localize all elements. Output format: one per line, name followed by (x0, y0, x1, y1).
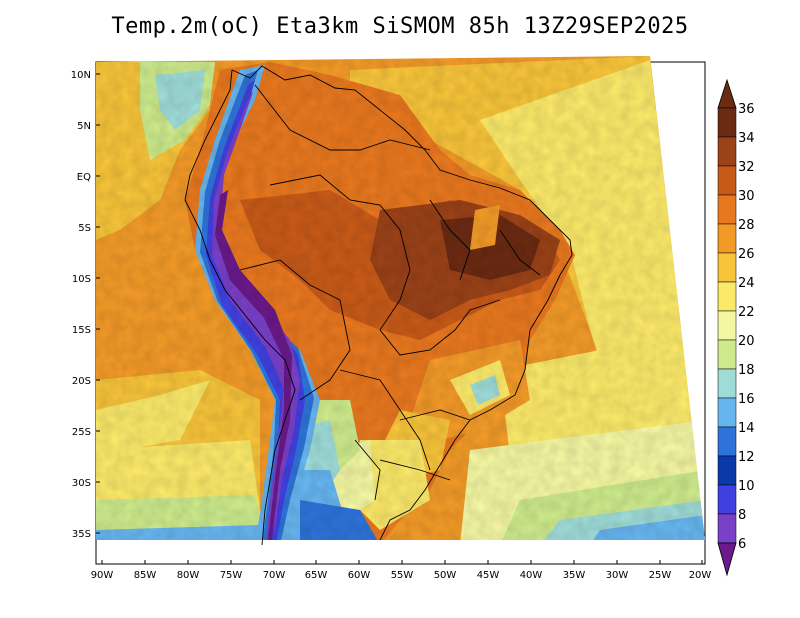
lon-label: 75W (220, 570, 243, 581)
colorbar-swatch (717, 426, 737, 457)
colorbar-swatch (717, 339, 737, 370)
lat-label: 5S (78, 223, 91, 234)
colorbar-swatch (717, 397, 737, 428)
lat-label: 30S (72, 478, 91, 489)
colorbar-swatch (717, 310, 737, 341)
lat-label: 10S (72, 274, 91, 285)
lon-label: 35W (563, 570, 586, 581)
colorbar-label: 32 (738, 160, 755, 175)
colorbar-swatch (717, 223, 737, 254)
lon-label: 25W (649, 570, 672, 581)
colorbar-swatch (717, 194, 737, 225)
lat-label: 15S (72, 325, 91, 336)
lat-label: 10N (71, 70, 91, 81)
colorbar-swatch (717, 368, 737, 399)
colorbar-swatch (717, 136, 737, 167)
lat-label: 5N (77, 121, 91, 132)
lon-label: 20W (689, 570, 712, 581)
temperature-field (96, 56, 705, 540)
colorbar-label: 6 (738, 537, 746, 552)
lat-label: EQ (77, 172, 91, 183)
colorbar-label: 28 (738, 218, 755, 233)
lat-label: 25S (72, 427, 91, 438)
colorbar-label: 16 (738, 392, 755, 407)
colorbar-swatch (717, 107, 737, 138)
colorbar-label: 26 (738, 247, 755, 262)
colorbar-swatch (717, 281, 737, 312)
map-title: Temp.2m(oC) Eta3km SiSMOM 85h 13Z29SEP20… (111, 14, 689, 39)
colorbar-swatch (717, 455, 737, 486)
colorbar-label: 36 (738, 102, 755, 117)
lon-label: 80W (177, 570, 200, 581)
colorbar: 36 34 32 30 28 26 24 22 20 18 16 14 12 1… (717, 78, 755, 577)
lat-label: 20S (72, 376, 91, 387)
colorbar-label: 12 (738, 450, 755, 465)
lat-label: 35S (72, 529, 91, 540)
colorbar-label: 20 (738, 334, 755, 349)
country-borders (184, 65, 573, 546)
colorbar-swatch (717, 484, 737, 515)
colorbar-swatch (717, 252, 737, 283)
colorbar-label: 22 (738, 305, 755, 320)
colorbar-bottom-arrow (717, 542, 737, 577)
colorbar-top-arrow (717, 78, 737, 109)
lon-label: 60W (348, 570, 371, 581)
lon-label: 50W (434, 570, 457, 581)
colorbar-label: 30 (738, 189, 755, 204)
colorbar-label: 18 (738, 363, 755, 378)
lon-label: 40W (520, 570, 543, 581)
lat-axis: 10N 5N EQ 5S 10S 15S 20S 25S 30S 35S (71, 70, 100, 540)
lon-label: 90W (91, 570, 114, 581)
colorbar-label: 24 (738, 276, 755, 291)
colorbar-label: 14 (738, 421, 755, 436)
colorbar-label: 8 (738, 508, 746, 523)
lon-label: 65W (305, 570, 328, 581)
colorbar-swatch (717, 165, 737, 196)
lon-label: 70W (263, 570, 286, 581)
lon-axis: 90W 85W 80W 75W 70W 65W 60W 55W 50W 45W … (91, 560, 712, 581)
lon-label: 45W (477, 570, 500, 581)
lon-label: 30W (606, 570, 629, 581)
lon-label: 85W (134, 570, 157, 581)
colorbar-label: 10 (738, 479, 755, 494)
lon-label: 55W (391, 570, 414, 581)
colorbar-swatch (717, 513, 737, 544)
colorbar-label: 34 (738, 131, 755, 146)
